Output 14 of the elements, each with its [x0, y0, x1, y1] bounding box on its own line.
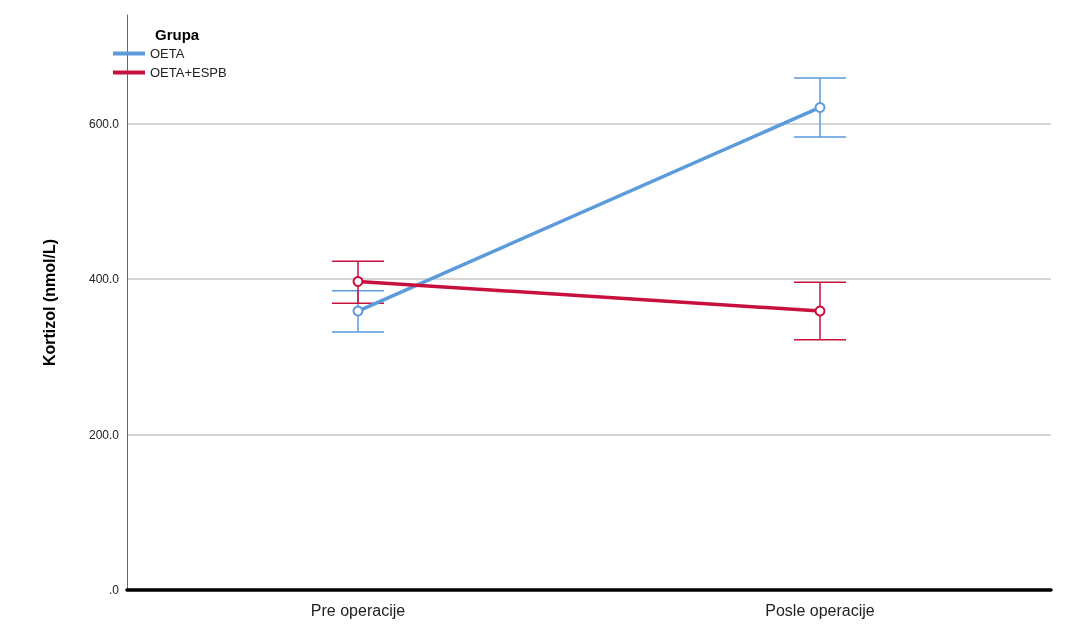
legend-label: OETA+ESPB [150, 65, 227, 80]
point [814, 101, 826, 113]
y-tick-label: 400.0 [88, 272, 120, 287]
y-tick-label: 200.0 [88, 427, 120, 442]
legend-title: Grupa [155, 26, 200, 43]
x-tick-label: Posle operacije [765, 601, 875, 619]
point [352, 276, 364, 288]
y-tick-label: .0 [108, 583, 120, 597]
y-axis-title: Kortizol (nmol/L) [40, 238, 58, 367]
x-tick-label: Pre operacije [310, 601, 406, 619]
point [352, 305, 364, 317]
legend-label: OETA [150, 46, 185, 61]
point [814, 305, 826, 317]
y-tick-label: 600.0 [88, 116, 120, 131]
